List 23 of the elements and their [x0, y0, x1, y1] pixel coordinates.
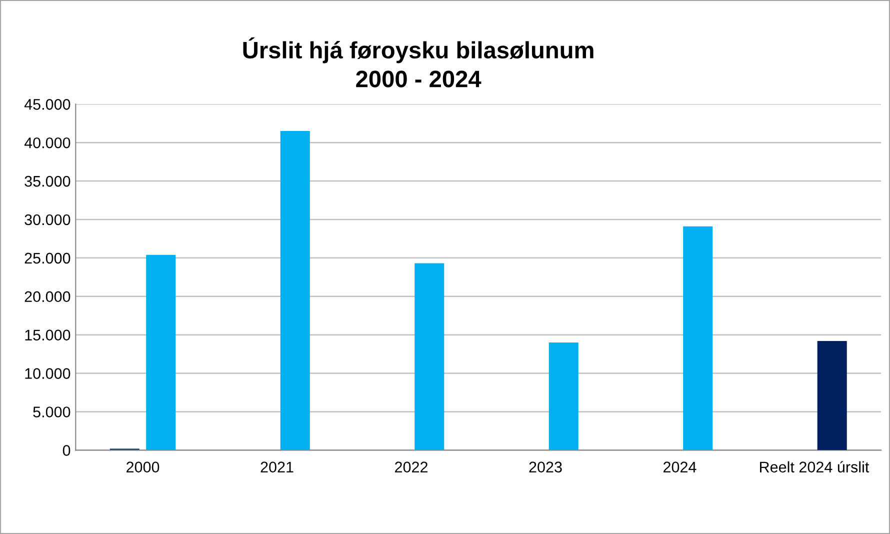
y-tick-label: 20.000 [24, 291, 70, 302]
y-tick-label: 10.000 [25, 368, 70, 379]
y-tick-label: 30.000 [24, 214, 70, 226]
y-tick-label: 45.000 [24, 99, 70, 110]
y-tick-label: 5.000 [33, 406, 70, 418]
y-tick-label: 25.000 [24, 252, 70, 264]
chart-title: Úrslit hjá føroysku bilasølunum 2000 - 2024 [243, 37, 594, 88]
y-tick-label: 40.000 [24, 137, 70, 148]
x-tick-label: 2023 [529, 462, 562, 472]
bar [683, 226, 713, 450]
bar [414, 263, 444, 450]
x-tick-label: 2024 [664, 462, 696, 472]
bar [548, 342, 578, 450]
y-tick-label: 35.000 [24, 176, 70, 187]
bar [146, 254, 176, 450]
x-tick-label: 2021 [260, 462, 294, 472]
y-tick-label: 0 [62, 445, 70, 456]
bar [280, 131, 310, 450]
x-tick-label: 2000 [126, 462, 160, 472]
y-tick-label: 15.000 [25, 330, 70, 341]
bar [817, 340, 847, 450]
x-tick-label: Reelt 2024 úrslit [760, 461, 870, 472]
x-tick-label: 2022 [395, 462, 428, 472]
